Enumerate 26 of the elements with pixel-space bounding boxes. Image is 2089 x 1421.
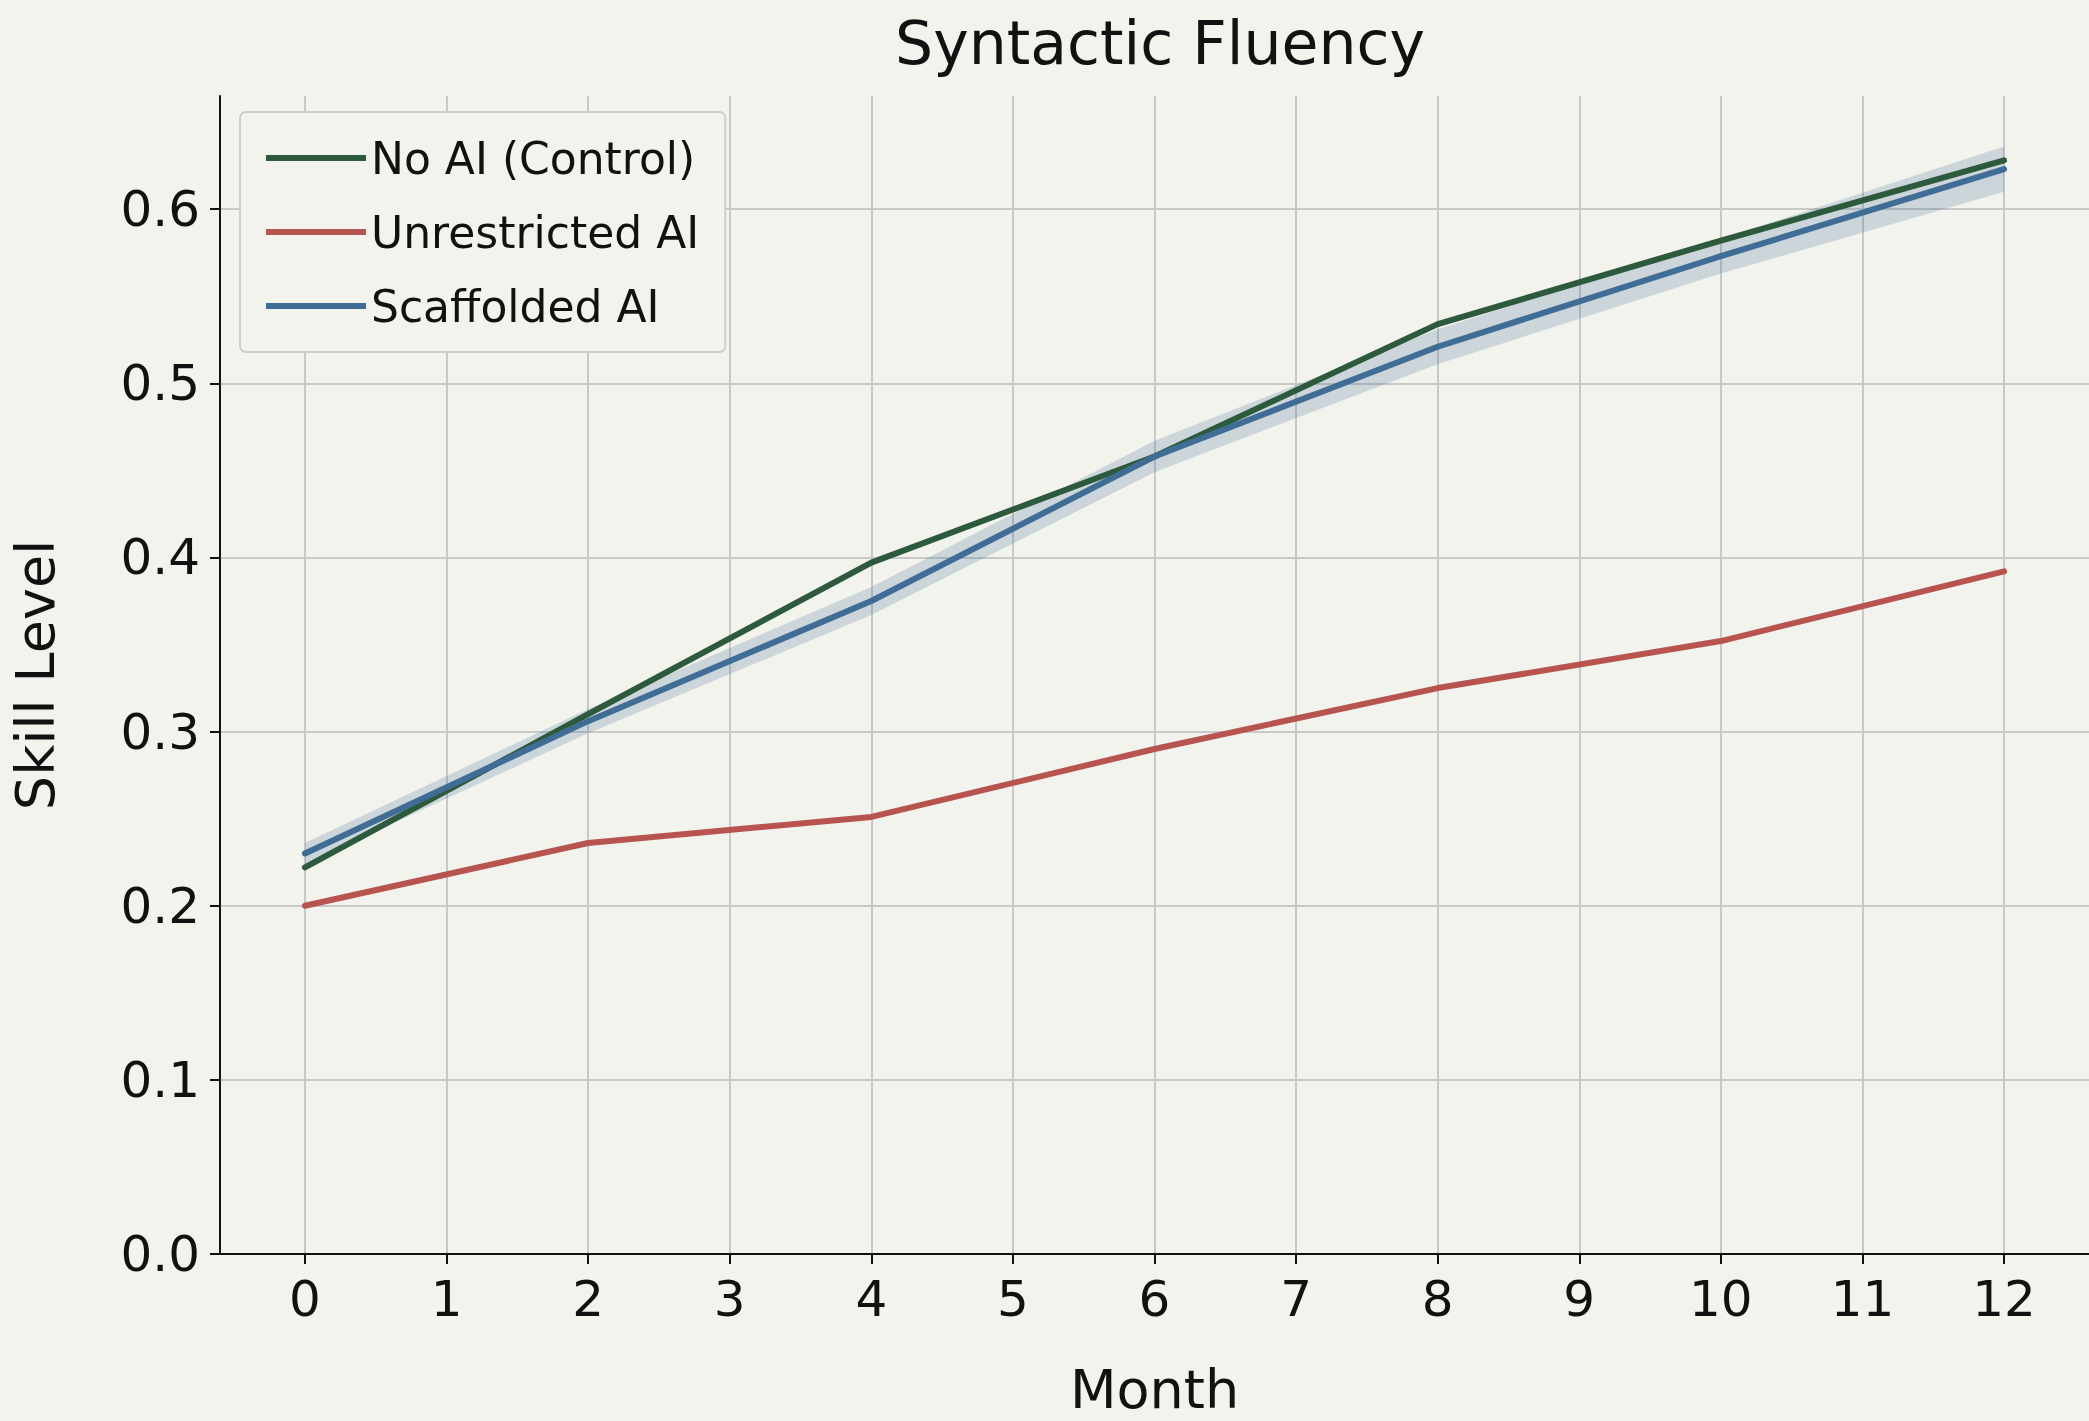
x-tick-label: 1 [430,1270,463,1328]
y-tick-label: 0.5 [120,354,200,413]
x-tick-label: 6 [1138,1270,1171,1328]
x-tick-label: 2 [572,1270,605,1328]
y-tick-label: 0.0 [120,1225,200,1283]
chart-title: Syntactic Fluency [895,8,1425,78]
x-tick-label: 4 [855,1270,888,1328]
y-tick-label: 0.3 [120,702,200,761]
x-tick-label: 11 [1830,1270,1895,1328]
x-tick-label: 0 [289,1270,321,1328]
x-tick-label: 8 [1421,1270,1454,1328]
legend-label: Scaffolded AI [371,280,660,332]
legend-label: Unrestricted AI [371,206,700,258]
x-tick-label: 5 [997,1270,1029,1328]
x-axis-title: Month [1069,1357,1240,1421]
y-tick-label: 0.1 [120,1050,200,1109]
x-tick-label: 3 [713,1270,746,1328]
y-tick-label: 0.4 [120,528,200,587]
x-tick-label: 12 [1972,1270,2036,1328]
y-axis-title: Skill Level [3,539,67,811]
y-tick-label: 0.2 [120,876,200,935]
y-tick-label: 0.6 [120,180,200,239]
x-tick-label: 9 [1563,1270,1596,1328]
x-tick-label: 7 [1280,1270,1312,1328]
legend-label: No AI (Control) [371,132,696,184]
x-tick-label: 10 [1689,1270,1753,1328]
